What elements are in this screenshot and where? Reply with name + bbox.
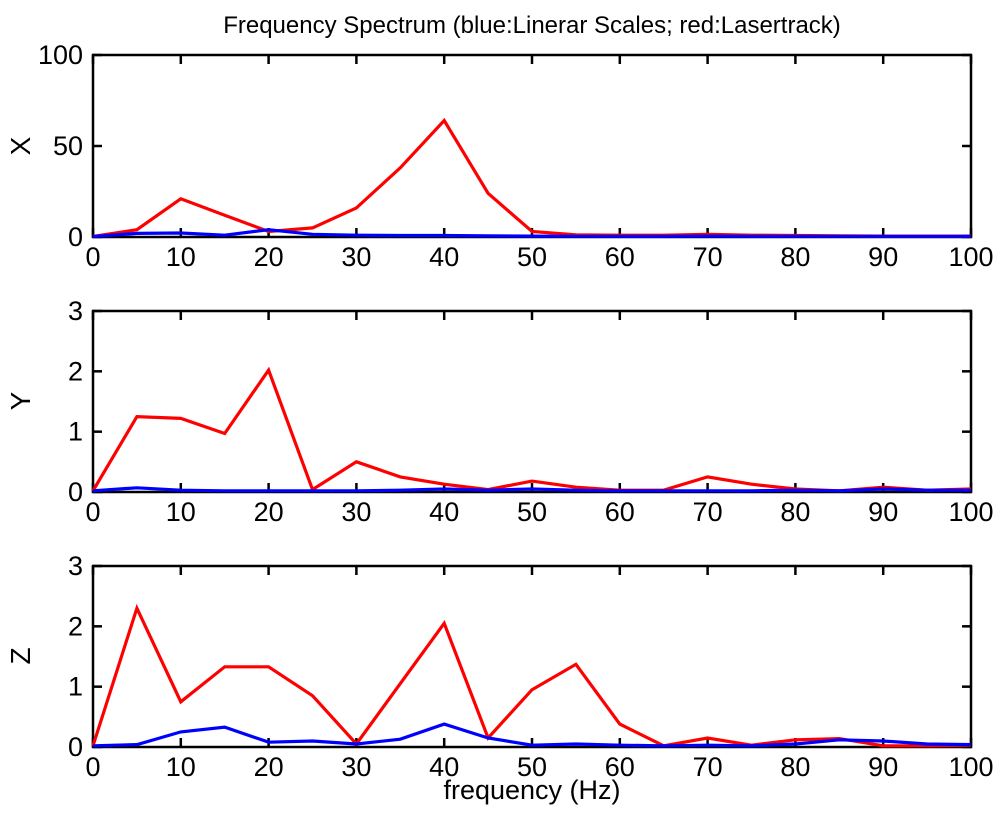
x-tick-label: 40: [429, 752, 459, 782]
y-axis-label-z: Z: [5, 647, 36, 664]
axes-box: [91, 53, 973, 239]
series-line-lasertrack: [91, 603, 972, 748]
series-line-linerar-scales: [92, 486, 971, 493]
x-tick-label: 10: [166, 242, 196, 272]
y-tick-label: 3: [68, 551, 83, 581]
x-tick-label: 0: [85, 242, 100, 272]
x-tick-label: 100: [948, 497, 993, 527]
x-tick-label: 40: [429, 497, 459, 527]
x-tick-label: 70: [693, 497, 723, 527]
x-tick-label: 50: [517, 497, 547, 527]
x-tick-label: 50: [517, 242, 547, 272]
x-tick-label: 90: [868, 242, 898, 272]
x-tick-label: 0: [85, 497, 100, 527]
y-tick-label: 1: [68, 417, 83, 447]
x-tick-label: 20: [254, 752, 284, 782]
x-tick-label: 100: [948, 242, 993, 272]
x-tick-label: 80: [780, 497, 810, 527]
x-tick-label: 70: [693, 242, 723, 272]
x-tick-label: 60: [605, 497, 635, 527]
series-line-lasertrack: [92, 117, 971, 239]
x-tick-label: 30: [341, 497, 371, 527]
y-tick-label: 3: [68, 296, 83, 326]
chart-title: Frequency Spectrum (blue:Linerar Scales;…: [223, 12, 841, 39]
axes-box: [91, 564, 973, 749]
x-tick-label: 60: [605, 752, 635, 782]
y-tick-label: 0: [68, 477, 83, 507]
x-tick-label: 90: [868, 497, 898, 527]
x-axis-label: frequency (Hz): [443, 775, 620, 805]
y-tick-label: 2: [68, 356, 83, 386]
x-tick-label: 100: [948, 752, 993, 782]
series-line-linerar-scales: [92, 228, 971, 239]
x-tick-label: 30: [341, 242, 371, 272]
subplot-x: 0 10 20 30 40 50 60 70 80 90 100 0 50 100: [38, 40, 994, 272]
x-tick-label: 10: [166, 752, 196, 782]
subplot-z: 0 10 20 30 40 50 60 70 80 90 100 0 1 2 3: [68, 551, 994, 782]
x-tick-label: 40: [429, 242, 459, 272]
series-line-lasertrack: [91, 366, 972, 493]
x-tick-label: 90: [868, 752, 898, 782]
y-tick-label: 0: [68, 222, 83, 252]
x-tick-label: 20: [254, 497, 284, 527]
y-axis-label-x: X: [5, 136, 36, 155]
x-tick-label: 70: [693, 752, 723, 782]
x-tick-label: 30: [341, 752, 371, 782]
x-tick-label: 80: [780, 242, 810, 272]
axes-box: [91, 309, 973, 494]
x-tick-label: 0: [85, 752, 100, 782]
x-tick-label: 60: [605, 242, 635, 272]
x-tick-label: 20: [254, 242, 284, 272]
y-tick-label: 50: [53, 131, 83, 161]
y-tick-label: 1: [68, 672, 83, 702]
x-tick-label: 80: [780, 752, 810, 782]
x-tick-label: 50: [517, 752, 547, 782]
y-tick-label: 2: [68, 611, 83, 641]
series-line-linerar-scales: [92, 722, 972, 748]
y-axis-label-y: Y: [5, 391, 36, 410]
x-tick-label: 10: [166, 497, 196, 527]
y-tick-label: 0: [68, 732, 83, 762]
y-tick-label: 100: [38, 40, 83, 70]
subplot-y: 0 10 20 30 40 50 60 70 80 90 100 0 1 2 3: [68, 296, 994, 527]
